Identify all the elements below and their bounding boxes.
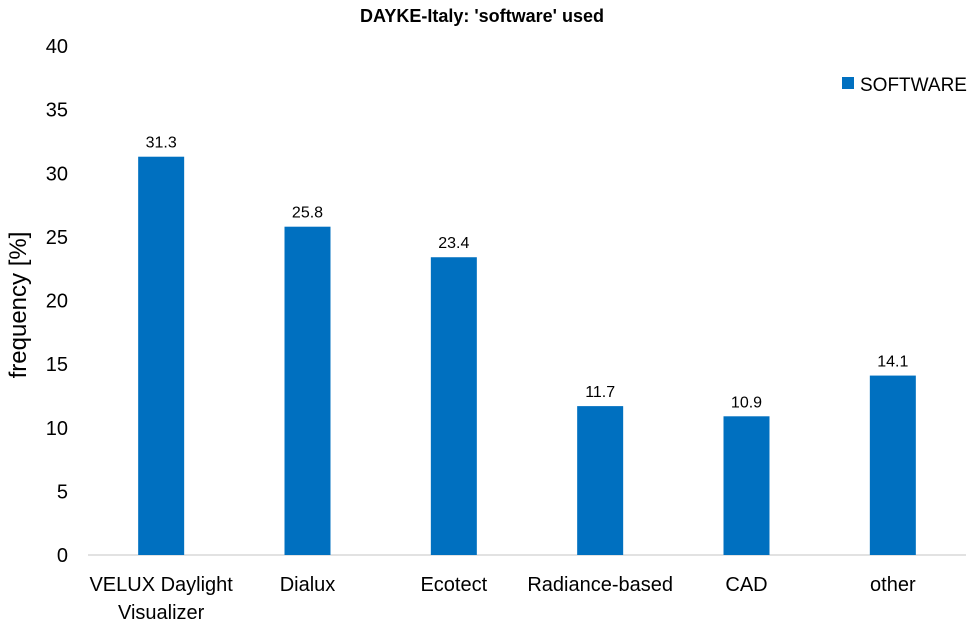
y-tick-label: 35 (46, 100, 68, 122)
chart-title: DAYKE-Italy: 'software' used (360, 6, 604, 26)
data-label: 23.4 (438, 235, 469, 252)
x-category-label: VELUX Daylight (89, 574, 233, 596)
bar (284, 226, 331, 555)
bar (723, 416, 770, 555)
data-label: 10.9 (731, 394, 762, 411)
x-category-label: Dialux (280, 574, 336, 596)
y-tick-label: 40 (46, 36, 68, 58)
bar (138, 156, 185, 555)
y-axis-label: frequency [%] (5, 232, 32, 379)
data-label: 14.1 (877, 354, 908, 371)
x-category-label: CAD (725, 574, 767, 596)
x-category-label: other (870, 574, 916, 596)
x-category-label: Ecotect (420, 574, 487, 596)
x-category-label: Visualizer (118, 602, 205, 624)
bars: 31.3 25.8 23.4 11.7 10.9 14.1 (138, 135, 916, 555)
y-tick-label: 15 (46, 354, 68, 376)
bar (869, 375, 916, 555)
y-tick-label: 30 (46, 163, 68, 185)
data-label: 25.8 (292, 205, 323, 222)
bar (430, 257, 477, 555)
legend-swatch (842, 77, 854, 89)
legend: SOFTWARE (842, 75, 967, 96)
x-axis-category-labels: VELUX Daylight Visualizer Dialux Ecotect Rad… (89, 574, 915, 624)
bar (577, 406, 624, 555)
y-axis-ticks: 0 5 10 15 20 25 30 35 40 (46, 36, 68, 567)
y-tick-label: 20 (46, 291, 68, 313)
data-label: 31.3 (146, 135, 177, 152)
y-tick-label: 5 (57, 481, 68, 503)
y-tick-label: 10 (46, 418, 68, 440)
legend-label: SOFTWARE (860, 75, 967, 96)
y-tick-label: 0 (57, 545, 68, 567)
x-category-label: Radiance-based (527, 574, 673, 596)
y-tick-label: 25 (46, 227, 68, 249)
data-label: 11.7 (585, 384, 615, 401)
